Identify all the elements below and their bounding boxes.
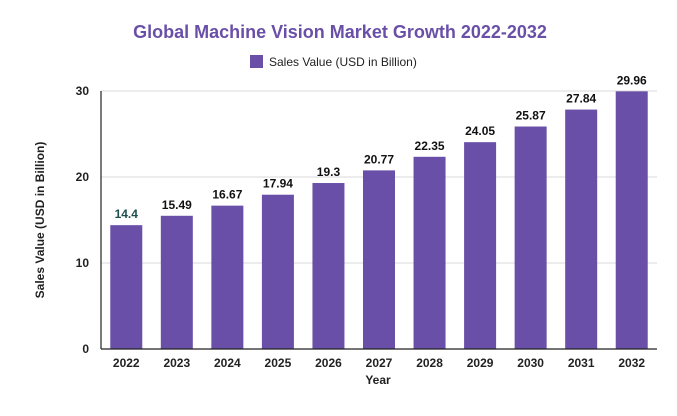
x-axis-title: Year [365, 373, 391, 387]
bar-2028 [413, 156, 446, 349]
data-label-2031: 27.84 [566, 92, 596, 106]
bar-2025 [261, 194, 294, 349]
data-label-2029: 24.05 [465, 124, 495, 138]
x-tick-label: 2027 [366, 356, 393, 370]
y-tick-label: 20 [76, 170, 90, 184]
x-tick-label: 2023 [163, 356, 190, 370]
data-label-2023: 15.49 [162, 198, 192, 212]
y-tick-label: 0 [82, 342, 89, 356]
y-axis-ticks: 0 10 20 30 [76, 84, 90, 356]
data-label-2032: 29.96 [617, 73, 647, 87]
bar-2023 [160, 215, 193, 349]
x-axis-ticks: 2022 2023 2024 2025 2026 2027 2028 2029 2030 2031… [113, 356, 645, 370]
y-tick-label: 30 [76, 84, 90, 98]
x-tick-label: 2032 [618, 356, 645, 370]
bar-2031 [565, 109, 598, 350]
y-tick-label: 10 [76, 256, 90, 270]
data-label-2027: 20.77 [364, 152, 394, 166]
bar-2024 [211, 205, 244, 349]
data-label-2024: 16.67 [212, 188, 242, 202]
x-tick-label: 2031 [568, 356, 595, 370]
bar-2032 [615, 91, 648, 350]
x-tick-label: 2028 [416, 356, 443, 370]
bar-2030 [514, 126, 547, 349]
x-tick-label: 2030 [517, 356, 544, 370]
legend: Sales Value (USD in Billion) [250, 55, 417, 69]
legend-swatch [250, 55, 263, 68]
x-tick-label: 2029 [467, 356, 494, 370]
bar-2026 [312, 183, 345, 349]
data-labels: 14.4 15.49 16.67 17.94 19.3 20.77 22.35 24.05 25… [115, 73, 647, 221]
x-tick-label: 2022 [113, 356, 140, 370]
bar-2022 [110, 225, 143, 349]
x-tick-label: 2026 [315, 356, 342, 370]
chart-title: Global Machine Vision Market Growth 2022… [133, 22, 547, 42]
y-axis-title: Sales Value (USD in Billion) [33, 142, 47, 299]
data-label-2028: 22.35 [415, 139, 445, 153]
data-label-2022: 14.4 [115, 207, 139, 221]
bars [110, 91, 648, 350]
data-label-2026: 19.3 [317, 165, 341, 179]
data-label-2030: 25.87 [516, 109, 546, 123]
data-label-2025: 17.94 [263, 177, 293, 191]
bar-2029 [464, 142, 497, 349]
bar-2027 [363, 170, 395, 349]
x-tick-label: 2024 [214, 356, 241, 370]
x-tick-label: 2025 [265, 356, 292, 370]
legend-label: Sales Value (USD in Billion) [269, 55, 417, 69]
